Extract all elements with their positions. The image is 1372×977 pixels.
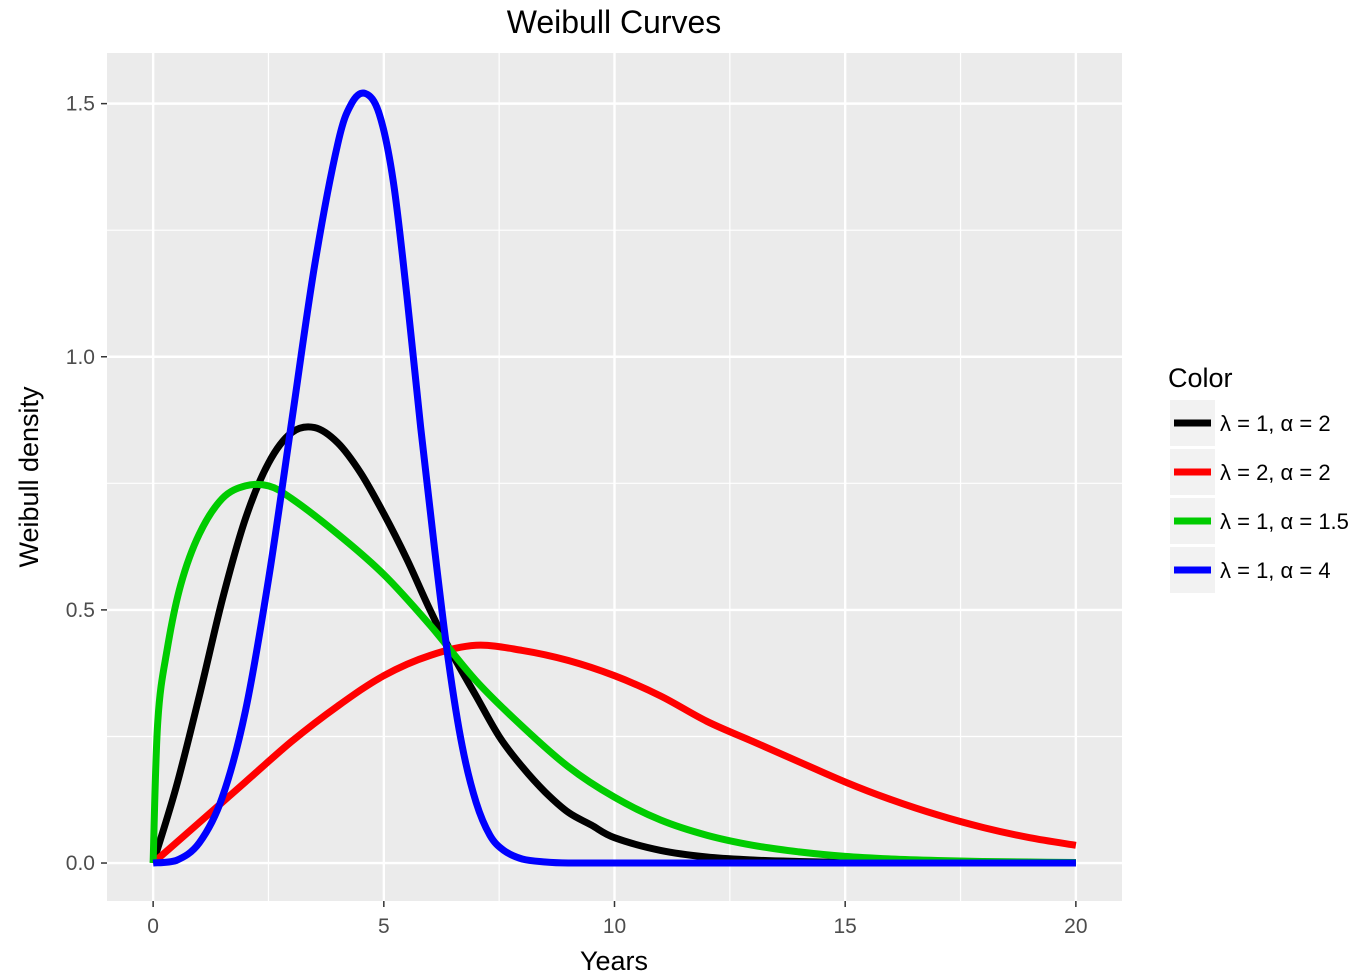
grid-major [107,53,1122,901]
y-tick-label: 1.0 [66,346,95,369]
chart-title: Weibull Curves [507,4,722,40]
x-tick-label: 20 [1064,915,1087,938]
series-lines [149,89,1077,867]
y-axis: 0.0 0.5 1.0 1.5 [66,93,107,875]
y-tick-label: 0.0 [66,852,95,875]
series-line-4 [152,89,1076,867]
x-axis-title: Years [580,946,648,976]
legend-title: Color [1168,363,1233,393]
x-tick-label: 15 [834,915,857,938]
x-tick-label: 5 [378,915,390,938]
series-line-3 [149,480,1076,866]
legend-items: λ = 1, α = 2 λ = 2, α = 2 λ = 1, α = 1.5 λ … [1170,400,1349,593]
legend-label: λ = 2, α = 2 [1220,460,1331,485]
legend-label: λ = 1, α = 4 [1220,558,1331,583]
x-tick-label: 10 [603,915,626,938]
y-tick-label: 1.5 [66,93,95,116]
x-axis: 0 5 10 15 20 [147,901,1088,938]
series-line-2 [150,641,1077,866]
y-axis-title: Weibull density [14,386,44,568]
legend-label: λ = 1, α = 2 [1220,411,1331,436]
y-tick-label: 0.5 [66,599,95,622]
x-tick-label: 0 [147,915,159,938]
legend: Color λ = 1, α = 2λ = 2, α = 2λ = 1, α =… [1168,363,1349,593]
legend-label: λ = 1, α = 1.5 [1220,509,1349,534]
